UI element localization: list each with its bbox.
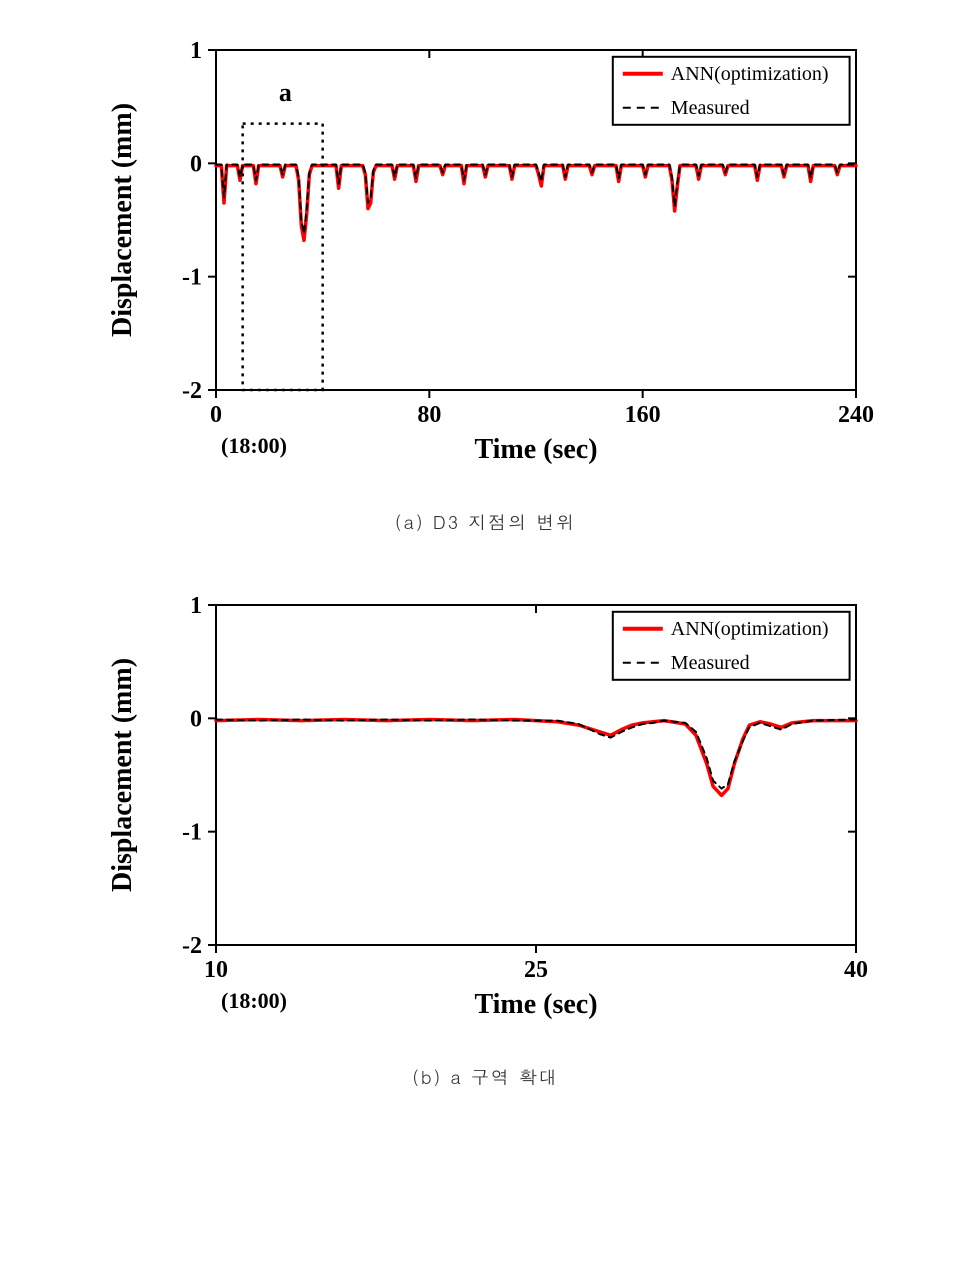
- chart-b-caption: (b) a 구역 확대: [412, 1065, 559, 1090]
- svg-text:80: 80: [417, 402, 441, 428]
- svg-text:25: 25: [524, 957, 548, 983]
- svg-text:10: 10: [204, 957, 228, 983]
- svg-text:0: 0: [190, 706, 202, 732]
- svg-text:0: 0: [190, 151, 202, 177]
- figure-container: -2-101080160240Time (sec)Displacement (m…: [20, 20, 951, 1090]
- svg-text:Measured: Measured: [670, 97, 749, 119]
- svg-text:-1: -1: [182, 820, 202, 846]
- chart-b: -2 -1 0 1 10 25 40 Time (sec) Displacement (mm) (…: [76, 575, 896, 1040]
- svg-text:Measured: Measured: [670, 652, 749, 674]
- svg-text:0: 0: [210, 402, 222, 428]
- svg-text:1: 1: [190, 38, 202, 64]
- svg-text:-2: -2: [182, 933, 202, 959]
- svg-text:(18:00): (18:00): [221, 988, 287, 1013]
- svg-text:1: 1: [190, 593, 202, 619]
- svg-text:Displacement (mm): Displacement (mm): [107, 658, 138, 892]
- svg-text:240: 240: [838, 402, 874, 428]
- svg-text:Time (sec): Time (sec): [474, 989, 597, 1020]
- chart-a-block: -2 -1 0 1 0 80 160 240 Time (sec) Displacement (m…: [76, 20, 896, 535]
- svg-text:40: 40: [844, 957, 868, 983]
- svg-text:Displacement (mm): Displacement (mm): [107, 103, 138, 337]
- svg-text:a: a: [278, 78, 291, 107]
- svg-text:ANN(optimization): ANN(optimization): [670, 63, 828, 85]
- chart-a-caption: (a) D3 지점의 변위: [395, 510, 577, 535]
- chart-a-svg: -2 -1 0 1 0 80 160 240 Time (sec) Displacement (m…: [76, 20, 896, 480]
- svg-text:-1: -1: [182, 265, 202, 291]
- svg-text:Time (sec): Time (sec): [474, 434, 597, 465]
- svg-text:160: 160: [624, 402, 660, 428]
- chart-b-svg: -2 -1 0 1 10 25 40 Time (sec) Displacement (mm) (…: [76, 575, 896, 1035]
- svg-text:-2: -2: [182, 378, 202, 404]
- chart-a: -2 -1 0 1 0 80 160 240 Time (sec) Displacement (m…: [76, 20, 896, 485]
- chart-b-block: -2 -1 0 1 10 25 40 Time (sec) Displacement (mm) (…: [76, 575, 896, 1090]
- svg-text:(18:00): (18:00): [221, 433, 287, 458]
- svg-text:ANN(optimization): ANN(optimization): [670, 618, 828, 640]
